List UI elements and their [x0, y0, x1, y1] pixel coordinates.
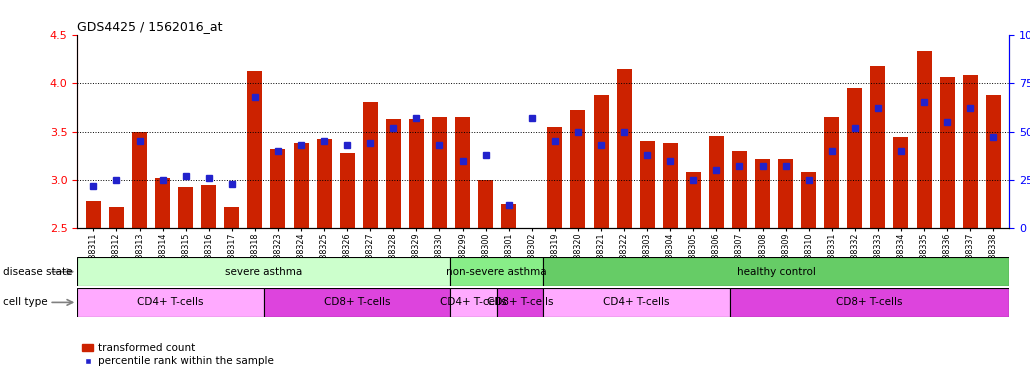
Bar [732, 151, 747, 228]
Bar [496, 288, 544, 317]
Bar [450, 257, 544, 286]
Bar [109, 207, 124, 228]
Bar [547, 127, 562, 228]
Bar [755, 159, 770, 228]
Bar [386, 119, 401, 228]
Bar [662, 143, 678, 228]
Bar [544, 257, 1009, 286]
Bar [640, 141, 655, 228]
Bar [617, 70, 631, 228]
Text: CD4+ T-cells: CD4+ T-cells [137, 297, 204, 308]
Bar [77, 257, 450, 286]
Bar [294, 143, 309, 228]
Bar [544, 288, 730, 317]
Bar [201, 185, 216, 228]
Legend: transformed count, percentile rank within the sample: transformed count, percentile rank withi… [82, 343, 274, 366]
Bar [502, 204, 516, 228]
Bar [801, 172, 816, 228]
Bar [409, 119, 424, 228]
Bar [986, 95, 1001, 228]
Text: disease state: disease state [3, 266, 72, 277]
Bar [271, 149, 285, 228]
Text: GDS4425 / 1562016_at: GDS4425 / 1562016_at [77, 20, 222, 33]
Bar [870, 66, 886, 228]
Text: severe asthma: severe asthma [225, 266, 303, 277]
Bar [85, 201, 101, 228]
Bar [571, 110, 585, 228]
Bar [478, 180, 493, 228]
Bar [264, 288, 450, 317]
Bar [340, 153, 354, 228]
Bar [132, 132, 147, 228]
Bar [963, 75, 977, 228]
Bar [225, 207, 239, 228]
Bar [709, 136, 724, 228]
Bar [778, 159, 793, 228]
Bar [939, 77, 955, 228]
Bar [450, 288, 496, 317]
Bar [432, 117, 447, 228]
Bar [686, 172, 700, 228]
Text: cell type: cell type [3, 297, 47, 308]
Bar [593, 95, 609, 228]
Text: healthy control: healthy control [736, 266, 816, 277]
Text: non-severe asthma: non-severe asthma [446, 266, 547, 277]
Bar [729, 288, 1009, 317]
Text: CD8+ T-cells: CD8+ T-cells [836, 297, 903, 308]
Bar [917, 51, 931, 228]
Text: CD8+ T-cells: CD8+ T-cells [323, 297, 390, 308]
Bar [77, 288, 264, 317]
Bar [363, 103, 378, 228]
Bar [524, 228, 540, 253]
Bar [848, 88, 862, 228]
Bar [893, 137, 908, 228]
Bar [178, 187, 194, 228]
Text: CD8+ T-cells: CD8+ T-cells [487, 297, 553, 308]
Text: CD4+ T-cells: CD4+ T-cells [440, 297, 507, 308]
Bar [247, 71, 263, 228]
Bar [316, 139, 332, 228]
Bar [455, 117, 470, 228]
Bar [156, 178, 170, 228]
Bar [824, 117, 839, 228]
Text: CD4+ T-cells: CD4+ T-cells [604, 297, 670, 308]
